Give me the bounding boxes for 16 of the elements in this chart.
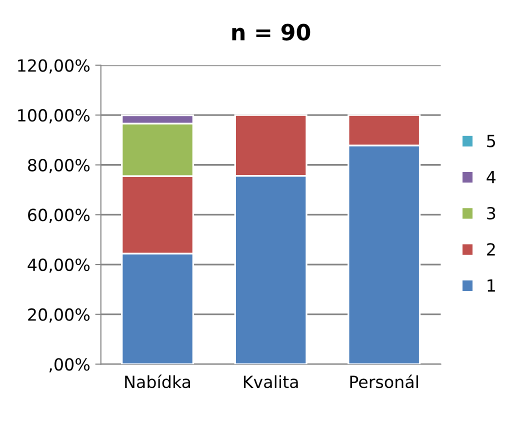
legend-label: 3	[487, 206, 496, 220]
y-tick-label: 20,00%	[28, 308, 90, 323]
x-tick-label: Kvalita	[244, 375, 298, 388]
legend-label: 4	[486, 171, 496, 184]
legend-label: 5	[487, 134, 496, 148]
y-tick-label: 120,00%	[18, 59, 90, 74]
x-tick-label: Nabídka	[125, 374, 190, 388]
legend-label: 1	[488, 279, 495, 292]
y-tick-label: ,00%	[49, 358, 90, 372]
y-tick-label: 100,00%	[18, 109, 90, 124]
y-tick-label: 40,00%	[28, 258, 90, 273]
chart-title: n = 90	[232, 24, 310, 41]
y-tick-label: 80,00%	[28, 158, 90, 174]
y-tick-label: 60,00%	[28, 208, 90, 223]
x-tick-label: Personál	[350, 374, 418, 388]
legend-label: 2	[487, 243, 495, 256]
